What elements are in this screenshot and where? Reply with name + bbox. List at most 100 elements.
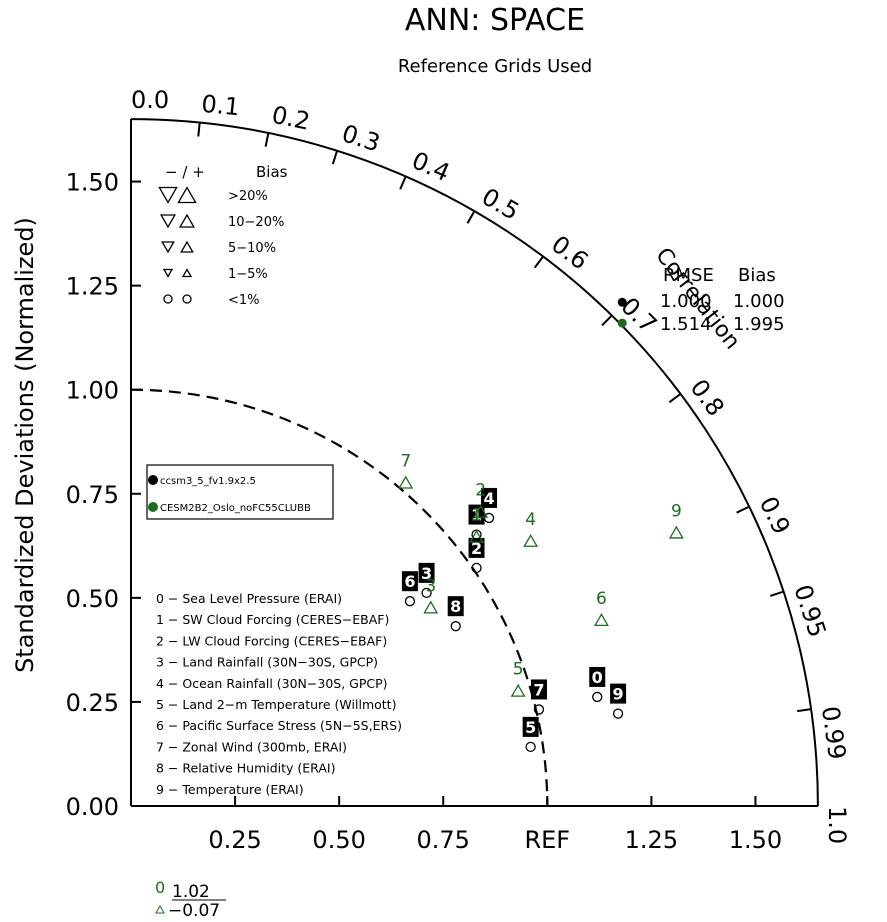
correlation-arc bbox=[130, 118, 819, 807]
correlation-tick-label: 0.5 bbox=[477, 183, 524, 226]
reference-arc bbox=[130, 388, 549, 807]
point-marker bbox=[469, 529, 484, 543]
point-label: 7 bbox=[533, 680, 544, 699]
stats-row-2-bias: 1.995 bbox=[733, 314, 785, 335]
bias-down-marker bbox=[162, 268, 174, 278]
series-2-marker bbox=[148, 502, 158, 512]
variable-list-item: 3 − Land Rainfall (30N−30S, GPCP) bbox=[156, 655, 378, 670]
correlation-tick bbox=[197, 122, 201, 137]
correlation-tick bbox=[331, 150, 339, 165]
point-label: 6 bbox=[596, 589, 607, 609]
bias-down-marker bbox=[161, 241, 175, 254]
series-legend: ccsm3_5_fv1.9x2.5 CESM2B2_Oslo_noFC55CLU… bbox=[146, 464, 334, 520]
correlation-tick bbox=[533, 255, 544, 269]
outlier-value: 1.02 bbox=[172, 882, 210, 902]
outlier-bias: −0.07 bbox=[168, 901, 220, 921]
correlation-tick-label: 0.8 bbox=[685, 374, 730, 421]
point-label: 4 bbox=[525, 510, 536, 530]
point-label: 3 bbox=[421, 564, 432, 583]
point-marker bbox=[523, 533, 539, 547]
point-label: 5 bbox=[513, 660, 524, 680]
stats-row-2-rmse: 1.514 bbox=[660, 314, 712, 335]
point-marker bbox=[398, 475, 414, 489]
point-label: 8 bbox=[450, 597, 461, 616]
stats-row-1-rmse: 1.000 bbox=[660, 291, 712, 312]
y-tick-label: 1.50 bbox=[66, 169, 119, 197]
y-axis-label: Standardized Deviations (Normalized) bbox=[11, 217, 39, 673]
variable-list-item: 5 − Land 2−m Temperature (Willmott) bbox=[156, 697, 396, 712]
variable-list-item: 2 − LW Cloud Forcing (CERES−EBAF) bbox=[156, 633, 387, 648]
y-tick-label: 1.25 bbox=[66, 273, 119, 301]
stats-rmse-header: RMSE bbox=[663, 265, 714, 286]
point-label: 2 bbox=[475, 481, 486, 501]
x-tick-label: 1.25 bbox=[625, 826, 678, 854]
point-marker bbox=[510, 683, 526, 697]
point-label: 7 bbox=[400, 451, 411, 471]
point-marker bbox=[423, 600, 439, 614]
variable-list-item: 1 − SW Cloud Forcing (CERES−EBAF) bbox=[156, 612, 389, 627]
outlier-bias-marker bbox=[155, 904, 165, 914]
axes: 0.000.250.500.751.001.251.500.25 0.50 0.75… bbox=[66, 86, 852, 854]
correlation-tick bbox=[264, 132, 270, 147]
bias-legend-label: >20% bbox=[228, 189, 268, 204]
point-marker bbox=[450, 621, 461, 632]
variable-list-item: 6 − Pacific Surface Stress (5N−5S,ERS) bbox=[156, 718, 402, 733]
variable-list-item: 0 − Sea Level Pressure (ERAI) bbox=[156, 591, 342, 606]
stats-bias-header: Bias bbox=[738, 265, 776, 286]
stats-point bbox=[617, 297, 627, 307]
x-tick-label: 0.50 bbox=[312, 826, 365, 854]
correlation-tick-label: 0.3 bbox=[339, 119, 384, 157]
point-label-box bbox=[522, 716, 539, 737]
bias-down-marker bbox=[158, 186, 178, 204]
point-label-box bbox=[447, 596, 464, 617]
point-label: 6 bbox=[404, 572, 415, 591]
bias-down-marker bbox=[159, 214, 177, 229]
point-marker bbox=[525, 741, 536, 753]
point-marker bbox=[668, 525, 684, 539]
outlier-label: 0 bbox=[155, 878, 165, 897]
point-label: 2 bbox=[471, 539, 482, 558]
point-marker bbox=[421, 587, 432, 599]
variable-list-item: 9 − Temperature (ERAI) bbox=[156, 782, 304, 797]
x-tick-label: REF bbox=[524, 826, 570, 854]
bias-up-marker bbox=[180, 240, 194, 253]
bias-up-marker bbox=[178, 213, 196, 228]
point-label: 5 bbox=[525, 718, 536, 737]
chart-subtitle: Reference Grids Used bbox=[398, 56, 592, 77]
variable-list-item: 8 − Relative Humidity (ERAI) bbox=[156, 761, 335, 776]
bias-circle-marker bbox=[163, 294, 173, 304]
correlation-tick bbox=[769, 590, 784, 597]
bias-legend-label: 5−10% bbox=[228, 241, 276, 256]
point-label-box bbox=[481, 487, 498, 508]
point-marker bbox=[404, 596, 416, 607]
point-label: 1 bbox=[471, 506, 482, 526]
point-label-box bbox=[468, 537, 485, 558]
bias-legend: − / + Bias >20% 10−20% 5−10% 1−5% <1% bbox=[158, 163, 288, 308]
ref-dashed-arc bbox=[130, 388, 549, 807]
stats-point bbox=[617, 318, 627, 328]
point-label: 0 bbox=[592, 668, 603, 687]
correlation-tick-label: 1.0 bbox=[823, 806, 851, 844]
x-tick-label: 0.75 bbox=[417, 826, 470, 854]
correlation-tick bbox=[601, 314, 613, 327]
point-label: 9 bbox=[613, 685, 624, 704]
stats-box: RMSE Bias 1.000 1.000 1.514 1.995 bbox=[617, 265, 785, 335]
correlation-tick-label: 0.0 bbox=[131, 86, 169, 114]
y-tick-label: 1.00 bbox=[66, 377, 119, 405]
point-marker bbox=[612, 708, 624, 719]
point-label-box bbox=[418, 562, 435, 583]
correlation-tick-label: 0.6 bbox=[546, 230, 593, 275]
correlation-tick bbox=[466, 210, 476, 224]
point-marker bbox=[483, 512, 495, 524]
chart-title: ANN: SPACE bbox=[405, 3, 585, 38]
series-1-name: ccsm3_5_fv1.9x2.5 bbox=[160, 476, 256, 487]
outlier-annotation: 0 1.02 −0.07 bbox=[155, 878, 226, 921]
bias-legend-bias-header: Bias bbox=[256, 163, 288, 181]
bias-up-marker bbox=[177, 186, 197, 204]
variable-list-item: 7 − Zonal Wind (300mb, ERAI) bbox=[156, 739, 347, 754]
point-marker bbox=[473, 504, 489, 518]
bias-circle-marker bbox=[182, 294, 192, 304]
correlation-tick bbox=[668, 393, 682, 404]
